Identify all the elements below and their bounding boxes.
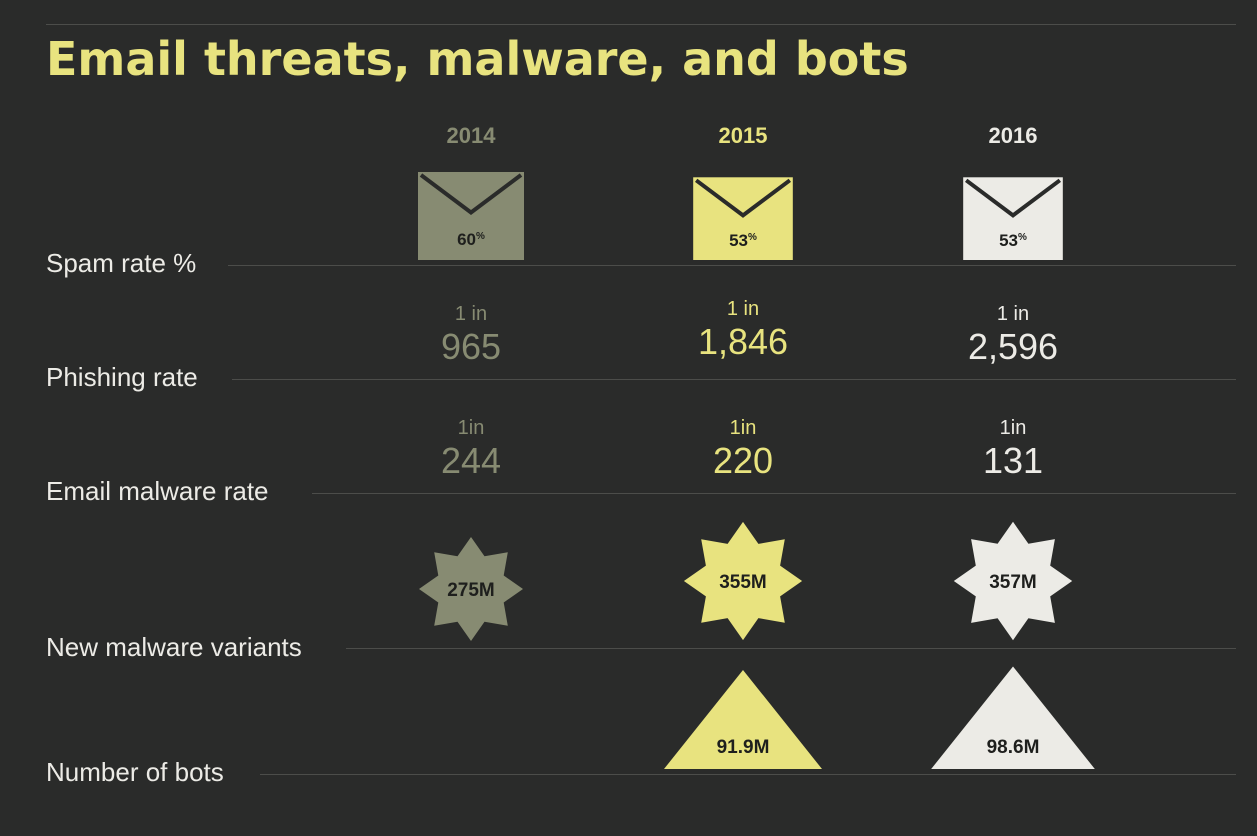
malware-rate-prefix: 1in	[999, 417, 1027, 439]
phishing-rate-2015: 1 in 1,846	[623, 298, 863, 362]
year-header-2016: 2016	[988, 123, 1038, 148]
bots-label: 91.9M	[717, 737, 770, 758]
envelope-flap	[964, 178, 1062, 218]
row-divider	[228, 265, 1236, 266]
percent-sign: %	[476, 231, 485, 242]
row-label-spam-rate: Spam rate %	[46, 248, 197, 278]
phishing-value: 965	[440, 326, 502, 367]
phishing-value: 2,596	[967, 326, 1059, 367]
row-divider	[232, 379, 1236, 380]
email-malware-rate-2015: 1in 220	[623, 417, 863, 481]
phishing-value: 1,846	[697, 321, 789, 362]
malware-variants-label: 275M	[447, 580, 495, 601]
phishing-prefix: 1 in	[454, 303, 488, 325]
envelope-icon: 53%	[693, 177, 793, 260]
malware-rate-value: 220	[712, 440, 774, 481]
email-malware-rate-2016: 1in 131	[893, 417, 1133, 481]
row-divider	[312, 493, 1236, 494]
starburst-icon	[953, 521, 1073, 641]
bots-label: 98.6M	[987, 737, 1040, 758]
row-label-email-malware-rate: Email malware rate	[46, 476, 269, 506]
row-label-new-malware-variants: New malware variants	[46, 632, 302, 662]
triangle-icon	[931, 666, 1095, 769]
phishing-prefix: 1 in	[996, 303, 1030, 325]
email-malware-rate-2014: 1in 244	[351, 417, 591, 481]
triangle-icon	[664, 670, 822, 769]
row-divider	[260, 774, 1236, 775]
year-header-2014: 2014	[446, 123, 496, 148]
phishing-rate-2014: 1 in 965	[351, 303, 591, 367]
envelope-icon: 53%	[963, 177, 1063, 260]
starburst-icon	[419, 537, 523, 641]
envelope-flap	[694, 178, 792, 218]
row-label-phishing-rate: Phishing rate	[46, 362, 198, 392]
malware-variants-label: 355M	[719, 572, 767, 593]
row-label-number-of-bots: Number of bots	[46, 757, 224, 787]
malware-rate-prefix: 1in	[457, 417, 485, 439]
row-divider	[346, 648, 1236, 649]
malware-rate-value: 131	[982, 440, 1044, 481]
malware-variants-label: 357M	[989, 572, 1037, 593]
phishing-prefix: 1 in	[726, 298, 760, 320]
starburst-icon	[683, 521, 803, 641]
envelope-flap	[419, 173, 523, 215]
top-divider	[46, 24, 1236, 25]
malware-rate-prefix: 1in	[729, 417, 757, 439]
page-title: Email threats, malware, and bots	[46, 32, 909, 86]
malware-rate-value: 244	[440, 440, 502, 481]
year-header-2015: 2015	[718, 123, 768, 148]
percent-sign: %	[1018, 232, 1027, 243]
phishing-rate-2016: 1 in 2,596	[893, 303, 1133, 367]
envelope-icon: 60%	[418, 172, 524, 260]
percent-sign: %	[748, 232, 757, 243]
